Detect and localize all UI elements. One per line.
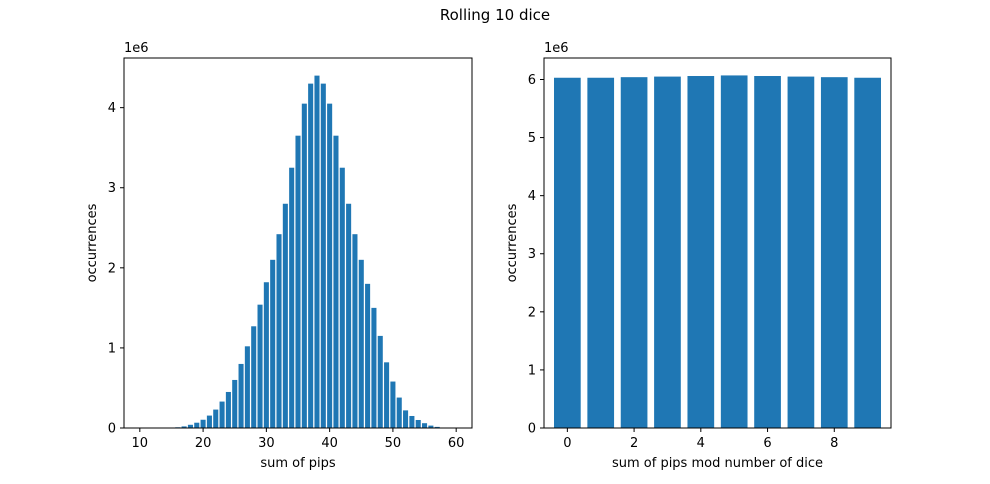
bar xyxy=(346,204,351,428)
x-tick-label: 50 xyxy=(385,436,402,451)
bar xyxy=(251,326,256,428)
bar xyxy=(384,362,389,428)
bar xyxy=(207,416,212,428)
bar xyxy=(352,234,357,428)
y-tick-label: 2 xyxy=(528,305,536,320)
y-axis-label: occurrences xyxy=(85,203,100,282)
y-tick-label: 1 xyxy=(108,341,116,356)
bar xyxy=(220,402,225,428)
bar xyxy=(245,346,250,428)
x-tick-label: 60 xyxy=(448,436,465,451)
y-tick-label: 4 xyxy=(528,189,536,204)
bar xyxy=(314,76,319,428)
bar xyxy=(788,77,815,428)
bar xyxy=(821,77,848,428)
y-axis-label: occurrences xyxy=(505,203,520,282)
bar xyxy=(378,336,383,428)
bar xyxy=(390,382,395,428)
bar xyxy=(283,204,288,428)
y-tick-label: 0 xyxy=(108,422,116,437)
bar xyxy=(409,416,414,428)
x-axis-label: sum of pips xyxy=(260,456,336,471)
y-tick-label: 0 xyxy=(528,422,536,437)
x-tick-label: 0 xyxy=(563,436,571,451)
bar xyxy=(226,392,231,428)
bar xyxy=(213,410,218,428)
chart-panel-1: 10 20 30 40 50 60 0 1 2 3 4 1e6 sum of pips occurrenc… xyxy=(85,41,472,471)
x-tick-label: 4 xyxy=(697,436,705,451)
bar xyxy=(621,77,648,428)
bar xyxy=(201,420,206,428)
bar xyxy=(232,380,237,428)
bar xyxy=(302,104,307,428)
x-tick-label: 10 xyxy=(132,436,149,451)
x-tick-label: 6 xyxy=(763,436,771,451)
bar xyxy=(308,84,313,428)
bar xyxy=(371,308,376,428)
bar xyxy=(239,364,244,428)
y-offset-label: 1e6 xyxy=(124,41,149,56)
bar xyxy=(295,136,300,428)
bar xyxy=(554,78,581,428)
x-tick-label: 8 xyxy=(830,436,838,451)
bar xyxy=(327,104,332,428)
bar xyxy=(854,78,881,428)
x-tick-label: 40 xyxy=(321,436,338,451)
y-tick-label: 4 xyxy=(108,101,116,116)
y-tick-label: 3 xyxy=(528,247,536,262)
bar xyxy=(258,305,263,428)
bar xyxy=(365,284,370,428)
bar xyxy=(416,420,421,428)
bar xyxy=(654,77,681,428)
y-tick-label: 1 xyxy=(528,363,536,378)
bar xyxy=(340,168,345,428)
bar xyxy=(403,410,408,428)
x-tick-label: 2 xyxy=(630,436,638,451)
bar xyxy=(422,423,427,428)
bar xyxy=(359,260,364,428)
x-tick-label: 20 xyxy=(195,436,212,451)
chart-panel-2: 0 2 4 6 8 0 1 2 3 4 5 6 1e6 sum of pips mod number of… xyxy=(505,41,891,471)
y-offset-label: 1e6 xyxy=(544,41,569,56)
bar xyxy=(587,78,614,428)
bar xyxy=(194,423,199,428)
bar xyxy=(321,84,326,428)
bar xyxy=(687,76,714,428)
bar xyxy=(276,234,281,428)
bar xyxy=(264,282,269,428)
figure-title: Rolling 10 dice xyxy=(0,6,990,24)
y-tick-label: 6 xyxy=(528,73,536,88)
x-tick-label: 30 xyxy=(258,436,275,451)
y-tick-label: 3 xyxy=(108,181,116,196)
y-tick-label: 5 xyxy=(528,131,536,146)
bar xyxy=(397,398,402,428)
bar xyxy=(333,136,338,428)
x-axis-label: sum of pips mod number of dice xyxy=(612,456,823,471)
bar xyxy=(721,75,748,428)
bar xyxy=(289,168,294,428)
bar xyxy=(754,76,781,428)
bar xyxy=(270,260,275,428)
y-tick-label: 2 xyxy=(108,261,116,276)
